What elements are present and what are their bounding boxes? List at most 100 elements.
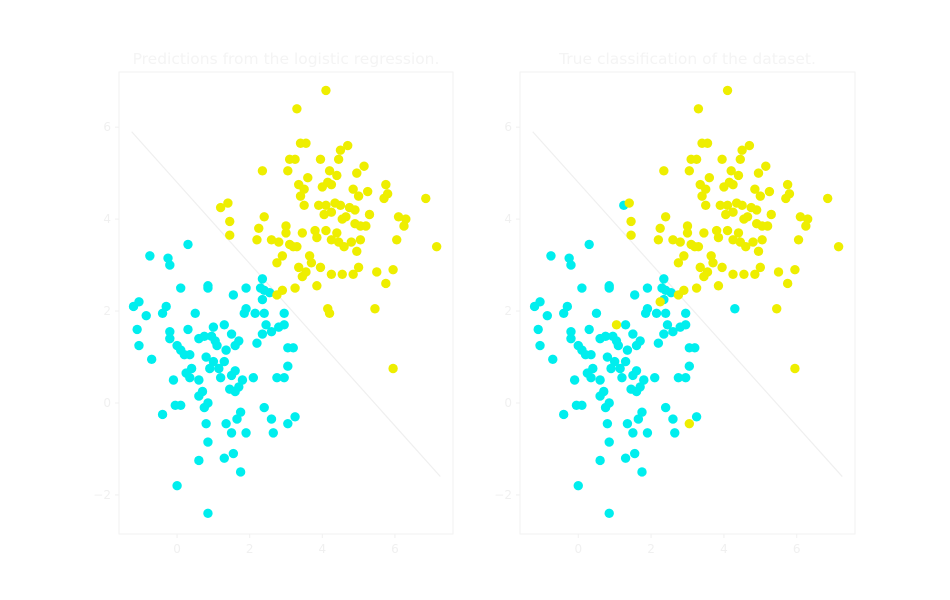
scatter-point-class-1	[295, 191, 306, 201]
scatter-point-class-1	[301, 267, 311, 277]
x-tick-label: 4	[720, 542, 728, 556]
scatter-point-class-1	[653, 235, 664, 245]
scatter-point-class-0	[279, 308, 289, 319]
scatter-point-class-1	[315, 262, 326, 273]
chart-title: Predictions from the logistic regression…	[133, 50, 440, 68]
scatter-point-class-1	[297, 228, 308, 238]
scatter-point-class-1	[790, 363, 800, 374]
scatter-point-class-1	[381, 278, 391, 289]
scatter-point-class-0	[659, 274, 669, 284]
scatter-point-class-1	[332, 228, 342, 238]
scatter-point-class-0	[666, 287, 676, 298]
scatter-point-class-1	[388, 264, 398, 275]
scatter-point-class-1	[772, 304, 782, 314]
scatter-point-class-0	[584, 239, 594, 250]
class-0-points	[128, 239, 300, 519]
scatter-point-class-1	[761, 161, 771, 171]
scatter-point-class-0	[208, 356, 219, 367]
scatter-point-class-0	[283, 361, 293, 371]
scatter-point-class-1	[421, 193, 431, 204]
scatter-point-class-0	[651, 308, 662, 319]
scatter-point-class-1	[793, 235, 804, 245]
scatter-point-class-0	[264, 287, 275, 298]
y-tick-label: 2	[504, 304, 512, 318]
scatter-point-class-0	[212, 340, 222, 351]
scatter-point-class-1	[733, 228, 744, 238]
scatter-point-class-1	[721, 209, 731, 220]
scatter-point-class-1	[750, 269, 760, 279]
scatter-point-class-1	[691, 283, 702, 293]
y-tick-label: 4	[504, 212, 512, 226]
scatter-point-class-1	[737, 145, 747, 155]
scatter-point-class-0	[653, 338, 664, 348]
scatter-point-class-1	[319, 209, 329, 220]
scatter-point-class-1	[782, 179, 793, 190]
scatter-point-class-0	[609, 356, 620, 367]
scatter-point-class-0	[228, 448, 239, 459]
chart-title: True classification of the dataset.	[558, 50, 816, 68]
scatter-point-class-0	[566, 260, 576, 270]
scatter-point-class-1	[611, 320, 622, 330]
scatter-point-class-0	[241, 283, 251, 293]
scatter-point-class-1	[722, 225, 733, 236]
scatter-point-class-1	[330, 198, 340, 208]
axes-frame	[519, 71, 856, 535]
right-panel-true-classification: True classification of the dataset. 0 2 4 6 −…	[494, 50, 856, 556]
scatter-point-class-1	[315, 154, 326, 165]
scatter-point-class-0	[261, 320, 271, 330]
scatter-point-class-1	[292, 241, 302, 252]
scatter-point-class-1	[626, 230, 636, 240]
scatter-point-class-1	[679, 285, 689, 296]
scatter-point-class-1	[337, 269, 347, 279]
scatter-point-class-0	[577, 283, 587, 293]
scatter-point-class-1	[764, 186, 775, 197]
scatter-point-class-1	[731, 198, 742, 208]
class-1-points	[215, 85, 442, 374]
scatter-point-class-1	[290, 283, 300, 293]
scatter-point-class-1	[726, 166, 736, 176]
scatter-point-class-1	[795, 212, 806, 222]
scatter-point-class-0	[168, 375, 179, 385]
scatter-point-class-0	[272, 373, 282, 383]
x-tick-label: 0	[574, 542, 582, 556]
scatter-point-class-1	[379, 193, 389, 204]
scatter-point-class-0	[628, 428, 638, 438]
scatter-point-class-0	[250, 308, 260, 319]
scatter-point-class-0	[208, 322, 219, 332]
scatter-point-class-0	[548, 354, 558, 365]
scatter-point-class-1	[693, 104, 704, 114]
scatter-point-class-0	[190, 308, 200, 319]
scatter-point-class-1	[348, 269, 358, 279]
scatter-point-class-0	[630, 448, 640, 459]
scatter-point-class-0	[221, 418, 231, 429]
scatter-point-class-0	[176, 400, 186, 410]
scatter-point-class-0	[620, 453, 631, 463]
scatter-point-class-1	[332, 170, 342, 181]
scatter-point-class-0	[201, 352, 211, 362]
scatter-point-class-0	[288, 343, 298, 353]
scatter-point-class-0	[141, 310, 151, 321]
scatter-point-class-0	[584, 324, 594, 335]
scatter-point-class-1	[757, 235, 767, 245]
scatter-point-class-1	[281, 221, 291, 231]
scatter-point-class-1	[350, 205, 360, 215]
scatter-point-class-0	[680, 308, 691, 319]
scatter-point-class-1	[722, 85, 733, 96]
scatter-point-class-1	[713, 281, 724, 291]
scatter-point-class-0	[165, 260, 175, 270]
scatter-point-class-0	[183, 324, 193, 335]
scatter-point-class-1	[346, 237, 357, 247]
scatter-point-class-0	[219, 356, 229, 367]
scatter-point-class-0	[157, 409, 168, 420]
scatter-point-class-1	[223, 198, 233, 208]
decision-boundary-line	[131, 131, 441, 477]
scatter-point-class-0	[165, 327, 175, 337]
scatter-point-class-0	[226, 428, 237, 438]
scatter-point-class-0	[172, 481, 182, 491]
scatter-point-class-1	[431, 241, 442, 252]
scatter-point-class-1	[294, 262, 304, 273]
scatter-point-class-0	[219, 453, 229, 463]
scatter-point-class-0	[214, 363, 224, 374]
scatter-point-class-1	[254, 223, 264, 233]
scatter-point-class-0	[670, 428, 680, 438]
